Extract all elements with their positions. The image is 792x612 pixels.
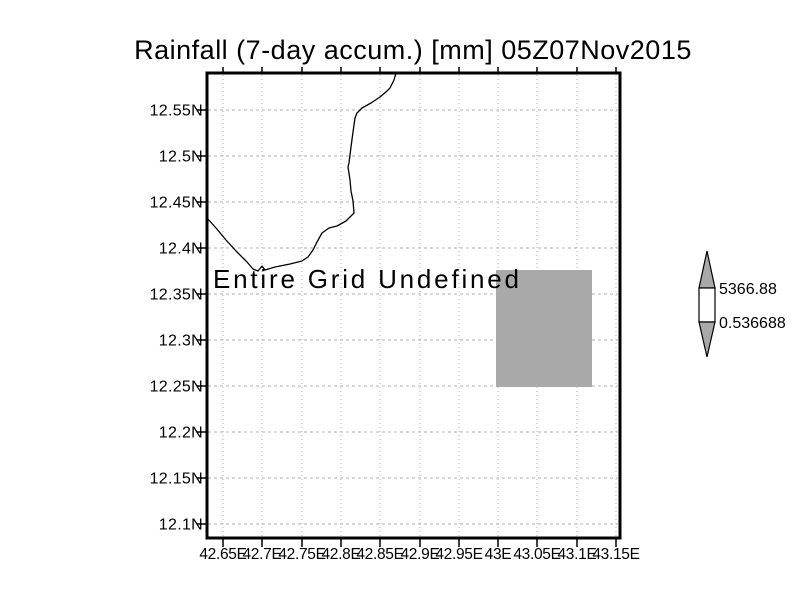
undefined-grid-label: Entire Grid Undefined (213, 264, 522, 294)
shaded-grid-cell (496, 270, 592, 387)
lon-tick-label: 43.15E (592, 546, 639, 563)
lat-gridlines (208, 109, 618, 525)
lon-tick-label: 42.8E (321, 546, 360, 563)
lon-tick-label: 43.05E (513, 546, 560, 563)
colorbar: 5366.88 0.536688 (698, 250, 786, 358)
colorbar-lower-arrow (698, 321, 716, 358)
lon-tick-label: 42.9E (400, 546, 439, 563)
lon-tick-label: 42.75E (278, 546, 325, 563)
plot-title: Rainfall (7-day accum.) [mm] 05Z07Nov201… (134, 35, 692, 65)
lon-tick-label: 42.85E (356, 546, 403, 563)
lon-tick-label: 42.95E (435, 546, 482, 563)
lon-tick-label: 43.1E (557, 546, 596, 563)
lat-tick-label: 12.3N (159, 333, 203, 350)
lon-tick-label: 42.65E (199, 546, 246, 563)
colorbar-upper-arrow (698, 250, 716, 289)
lat-axis-labels: 12.55N 12.5N 12.45N 12.4N 12.35N 12.3N 12.25N 1… (150, 103, 203, 534)
lat-tick-label: 12.45N (150, 195, 203, 212)
lon-tick-label: 43E (485, 546, 512, 563)
lat-tick-label: 12.15N (150, 471, 203, 488)
coastline (206, 72, 397, 272)
lon-tick-label: 42.7E (242, 546, 281, 563)
lat-tick-label: 12.2N (159, 425, 203, 442)
axis-ticks (197, 67, 617, 547)
lat-tick-label: 12.1N (159, 517, 203, 534)
lat-tick-label: 12.25N (150, 379, 203, 396)
lat-tick-label: 12.35N (150, 287, 203, 304)
colorbar-max-label: 5366.88 (719, 281, 777, 298)
lat-tick-label: 12.5N (159, 149, 203, 166)
colorbar-min-label: 0.536688 (719, 315, 786, 332)
lat-tick-label: 12.4N (159, 241, 203, 258)
plot-frame (205, 71, 622, 540)
colorbar-box (698, 287, 716, 323)
lat-tick-label: 12.55N (150, 103, 203, 120)
